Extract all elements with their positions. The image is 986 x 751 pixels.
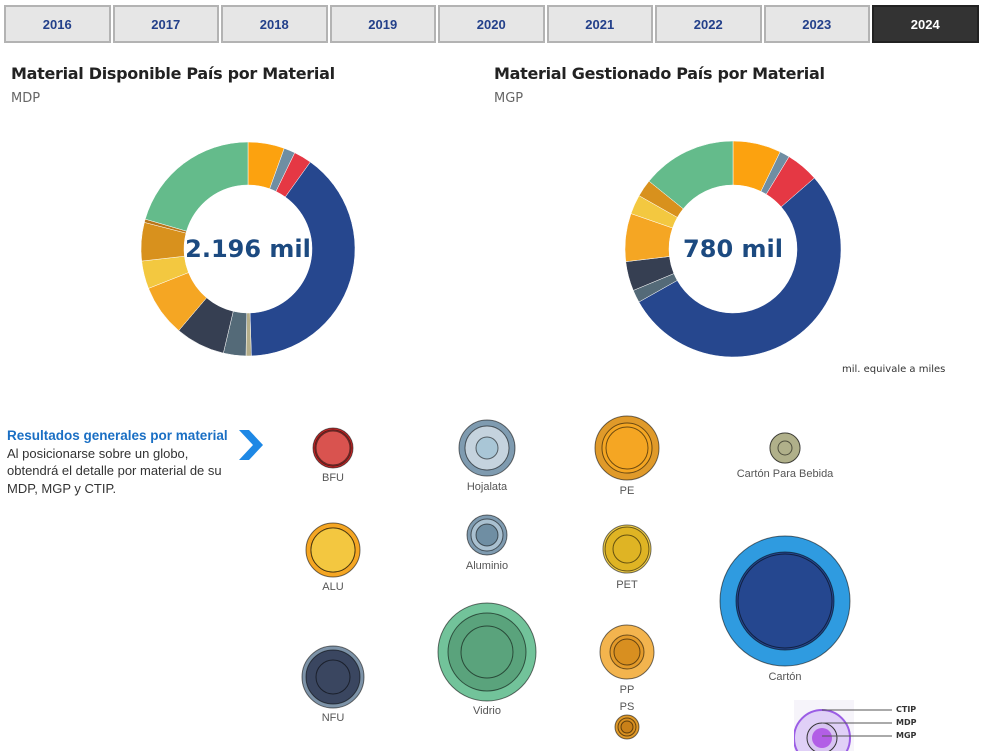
bubble-label: PET — [616, 579, 638, 591]
mgp-circle[interactable] — [460, 625, 514, 679]
tab-2021[interactable]: 2021 — [546, 5, 653, 43]
bubble-bfu[interactable] — [312, 427, 354, 469]
mgp-circle[interactable] — [315, 659, 351, 695]
mgp-circle[interactable] — [777, 440, 793, 456]
bubble-label: PS — [619, 701, 635, 713]
mdp-title: Material Disponible País por Material — [11, 64, 335, 83]
bubble-alu[interactable] — [305, 522, 361, 578]
bubble-cartón-para-bebida[interactable] — [769, 432, 801, 464]
bubble-cartón[interactable] — [719, 535, 851, 667]
tab-2022[interactable]: 2022 — [655, 5, 762, 43]
tab-2016[interactable]: 2016 — [4, 5, 111, 43]
mdp-slice[interactable] — [144, 141, 249, 232]
mgp-circle[interactable] — [475, 436, 499, 460]
tab-2019[interactable]: 2019 — [329, 5, 436, 43]
mdp-slice[interactable] — [249, 161, 356, 357]
mdp-total: 2.196 mil — [185, 235, 311, 263]
bubble-label: PP — [619, 684, 635, 696]
bubble-nfu[interactable] — [301, 645, 365, 709]
mgp-slice[interactable] — [648, 140, 734, 210]
bubble-hojalata[interactable] — [458, 419, 516, 477]
year-tabs: 2016 2017 2018 2019 2020 2021 2022 2023 2024 — [4, 5, 979, 43]
tab-2024[interactable]: 2024 — [872, 5, 979, 43]
mgp-circle[interactable] — [613, 638, 641, 666]
bubble-label: Aluminio — [465, 560, 509, 572]
mgp-circle[interactable] — [475, 523, 499, 547]
mgp-circle[interactable] — [605, 426, 649, 470]
info-heading: Resultados generales por material — [7, 428, 228, 443]
bubble-label: Cartón — [768, 671, 802, 683]
mgp-circle[interactable] — [737, 553, 833, 649]
mgp-circle[interactable] — [315, 430, 351, 466]
mdp-subtitle: MDP — [11, 91, 41, 106]
bubble-label: Cartón Para Bebida — [736, 468, 834, 480]
info-body: Al posicionarse sobre un globo, obtendrá… — [7, 445, 222, 496]
bubble-ps[interactable] — [614, 714, 640, 740]
chevron-right-icon — [239, 430, 263, 460]
units-note: mil. equivale a miles — [842, 364, 946, 375]
mgp-circle[interactable] — [620, 720, 634, 734]
tab-2020[interactable]: 2020 — [438, 5, 545, 43]
legend-mdp: MDP — [896, 718, 917, 727]
mgp-circle[interactable] — [612, 534, 642, 564]
bubble-label: Vidrio — [473, 705, 501, 717]
bubble-aluminio[interactable] — [466, 514, 508, 556]
tab-2017[interactable]: 2017 — [112, 5, 219, 43]
bubble-label: NFU — [321, 712, 345, 724]
legend-mgp: MGP — [896, 731, 917, 740]
mgp-circle[interactable] — [310, 527, 356, 573]
tab-2018[interactable]: 2018 — [221, 5, 328, 43]
bubble-pet[interactable] — [602, 524, 652, 574]
bubble-label: Hojalata — [466, 481, 508, 493]
mgp-subtitle: MGP — [494, 91, 524, 106]
bubble-label: PE — [619, 485, 635, 497]
tab-2023[interactable]: 2023 — [763, 5, 870, 43]
bubble-pe[interactable] — [594, 415, 660, 481]
bubble-pp[interactable] — [599, 624, 655, 680]
bubble-legend: CTIP MDP MGP — [794, 700, 917, 751]
bubble-label: ALU — [322, 581, 344, 593]
mgp-slice[interactable] — [638, 177, 842, 358]
mgp-title: Material Gestionado País por Material — [494, 64, 825, 83]
mgp-total: 780 mil — [683, 235, 783, 263]
info-text: Resultados generales por material Al pos… — [7, 427, 237, 497]
bubble-label: BFU — [322, 472, 344, 484]
bubble-vidrio[interactable] — [437, 602, 537, 702]
legend-ctip: CTIP — [896, 705, 917, 714]
